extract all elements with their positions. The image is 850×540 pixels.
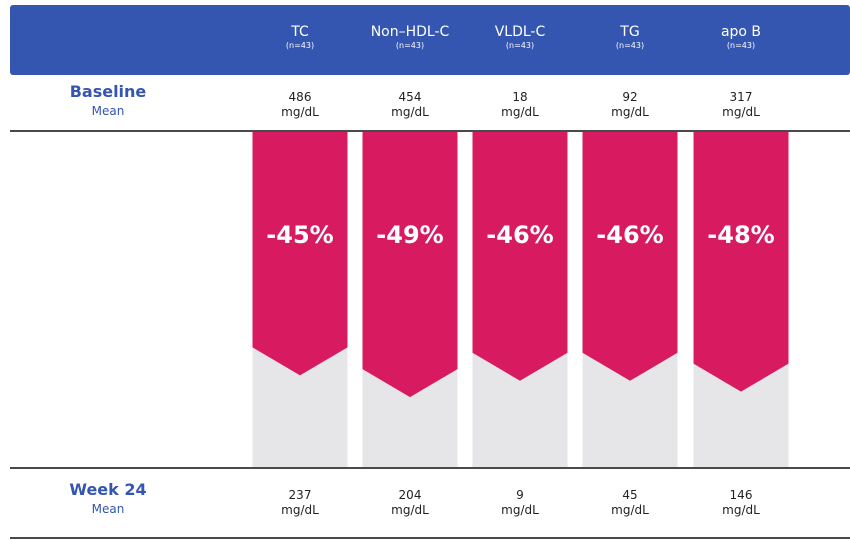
n-label: (n=43) bbox=[395, 41, 425, 50]
value-number: 92 bbox=[622, 90, 638, 104]
row-value: 45 mg/dL bbox=[585, 488, 675, 518]
value-unit: mg/dL bbox=[281, 105, 319, 119]
column-header: Non–HDL-C (n=43) bbox=[370, 0, 450, 75]
value-label: -49% bbox=[376, 221, 443, 249]
divider bbox=[10, 467, 850, 469]
reduction-arrow bbox=[362, 130, 458, 398]
reduction-arrow bbox=[472, 130, 568, 381]
category-label: Non–HDL-C bbox=[370, 24, 450, 40]
value-unit: mg/dL bbox=[722, 105, 760, 119]
category-label: apo B bbox=[720, 24, 762, 40]
value-unit: mg/dL bbox=[501, 105, 539, 119]
n-label: (n=43) bbox=[726, 41, 756, 50]
row-label: Baseline Mean bbox=[8, 82, 208, 120]
value-number: 45 bbox=[622, 488, 638, 502]
value-number: 204 bbox=[398, 488, 422, 502]
reduction-arrow bbox=[582, 130, 678, 381]
category-label: TC bbox=[291, 24, 309, 40]
category-label: VLDL-C bbox=[494, 24, 546, 40]
value-unit: mg/dL bbox=[611, 105, 649, 119]
value-unit: mg/dL bbox=[722, 503, 760, 517]
row-value: 317 mg/dL bbox=[696, 90, 786, 120]
reduction-arrow bbox=[693, 130, 789, 392]
value-label: -45% bbox=[266, 221, 333, 249]
value-unit: mg/dL bbox=[501, 503, 539, 517]
row-label: Week 24 Mean bbox=[8, 480, 208, 518]
column-header: VLDL-C (n=43) bbox=[480, 0, 560, 75]
value-label: -46% bbox=[596, 221, 663, 249]
row-value: 18 mg/dL bbox=[475, 90, 565, 120]
column-header: apo B (n=43) bbox=[701, 0, 781, 75]
value-number: 146 bbox=[729, 488, 753, 502]
value-number: 317 bbox=[729, 90, 753, 104]
category-label: TG bbox=[620, 24, 640, 40]
value-number: 237 bbox=[288, 488, 312, 502]
value-label: -46% bbox=[486, 221, 553, 249]
value-unit: mg/dL bbox=[391, 503, 429, 517]
value-unit: mg/dL bbox=[281, 503, 319, 517]
n-label: (n=43) bbox=[285, 41, 315, 50]
value-number: 9 bbox=[516, 488, 524, 502]
value-number: 454 bbox=[398, 90, 422, 104]
column-header: TC (n=43) bbox=[260, 0, 340, 75]
row-value: 454 mg/dL bbox=[365, 90, 455, 120]
header-bar bbox=[10, 5, 850, 75]
row-sublabel: Mean bbox=[91, 502, 125, 516]
n-label: (n=43) bbox=[505, 41, 535, 50]
row-sublabel: Mean bbox=[91, 104, 125, 118]
row-value: 486 mg/dL bbox=[255, 90, 345, 120]
n-label: (n=43) bbox=[615, 41, 645, 50]
row-title: Week 24 bbox=[69, 480, 147, 499]
value-unit: mg/dL bbox=[391, 105, 429, 119]
value-number: 18 bbox=[512, 90, 528, 104]
value-unit: mg/dL bbox=[611, 503, 649, 517]
row-value: 9 mg/dL bbox=[475, 488, 565, 518]
divider bbox=[10, 130, 850, 132]
row-value: 146 mg/dL bbox=[696, 488, 786, 518]
value-number: 486 bbox=[288, 90, 312, 104]
reduction-arrow bbox=[252, 130, 348, 376]
row-value: 92 mg/dL bbox=[585, 90, 675, 120]
column-header: TG (n=43) bbox=[590, 0, 670, 75]
row-title: Baseline bbox=[69, 82, 147, 101]
value-label: -48% bbox=[707, 221, 774, 249]
row-value: 237 mg/dL bbox=[255, 488, 345, 518]
divider bbox=[10, 537, 850, 539]
row-value: 204 mg/dL bbox=[365, 488, 455, 518]
